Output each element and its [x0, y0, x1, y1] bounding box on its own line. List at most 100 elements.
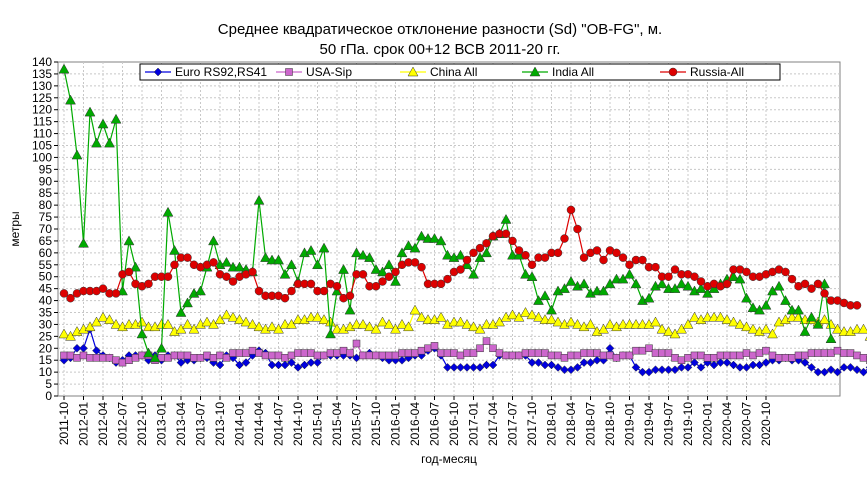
- data-point: [781, 354, 790, 362]
- x-tick-label: 2014-07: [272, 402, 286, 446]
- x-tick-label: 2019-04: [642, 402, 656, 446]
- x-tick-label: 2017-10: [525, 402, 539, 446]
- data-point: [123, 235, 135, 246]
- data-point: [612, 354, 621, 362]
- data-point: [820, 349, 829, 357]
- data-point: [839, 363, 849, 372]
- data-point: [313, 351, 322, 360]
- data-point: [651, 365, 660, 375]
- data-point: [182, 297, 193, 308]
- data-point: [364, 321, 375, 332]
- data-point: [396, 318, 408, 329]
- legend-box: [139, 63, 781, 81]
- data-point: [435, 235, 447, 246]
- data-point: [352, 339, 361, 348]
- data-point: [669, 283, 681, 293]
- data-point: [676, 278, 687, 289]
- data-point: [125, 356, 133, 364]
- data-point: [326, 349, 335, 357]
- data-point: [585, 318, 596, 329]
- data-point: [547, 360, 556, 370]
- data-point: [682, 318, 694, 329]
- data-point: [527, 260, 537, 270]
- y-tick-label: 135: [32, 67, 52, 81]
- data-point: [443, 349, 452, 357]
- y-tick-label: 45: [39, 282, 53, 296]
- data-point: [580, 349, 588, 357]
- data-point: [66, 293, 75, 303]
- data-point: [312, 311, 323, 322]
- data-point: [235, 349, 244, 357]
- data-point: [715, 311, 726, 322]
- data-point: [214, 314, 226, 324]
- data-point: [716, 358, 725, 367]
- data-point: [390, 323, 401, 334]
- data-point: [318, 242, 330, 253]
- data-point: [708, 283, 720, 293]
- data-point: [500, 213, 512, 224]
- data-point: [630, 278, 642, 289]
- data-point: [253, 321, 265, 332]
- data-point: [84, 321, 96, 332]
- data-point: [409, 304, 421, 315]
- data-point: [228, 277, 238, 286]
- data-point: [385, 351, 393, 360]
- x-tick-label: 2014-10: [291, 402, 305, 446]
- data-point: [833, 346, 842, 355]
- data-point: [566, 205, 576, 215]
- data-point: [807, 349, 816, 357]
- data-point: [760, 323, 772, 334]
- chart-title: Среднее квадратическое отклонение разнос…: [218, 21, 662, 38]
- y-tick-label: 40: [39, 294, 53, 308]
- x-tick-label: 2013-07: [194, 402, 208, 446]
- data-point: [320, 351, 328, 360]
- data-point: [546, 304, 557, 315]
- data-point: [364, 252, 375, 262]
- data-point: [567, 351, 575, 360]
- x-tick-label: 2014-01: [233, 402, 247, 446]
- data-point: [775, 354, 783, 362]
- y-tick-label: 90: [39, 174, 53, 188]
- data-point: [169, 244, 180, 255]
- series-2: [58, 304, 867, 341]
- legend-marker: [153, 67, 163, 77]
- data-point: [104, 314, 115, 324]
- y-axis-label: метры: [8, 211, 22, 246]
- data-point: [274, 351, 283, 360]
- data-point: [377, 266, 388, 277]
- x-tick-label: 2012-07: [116, 402, 130, 446]
- data-point: [266, 321, 278, 332]
- data-point: [806, 311, 817, 322]
- data-point: [377, 316, 388, 327]
- data-point: [390, 275, 401, 286]
- x-tick-label: 2018-07: [584, 402, 598, 446]
- data-point: [241, 358, 251, 367]
- data-point: [279, 268, 291, 279]
- data-point: [540, 360, 550, 370]
- data-point: [156, 342, 167, 353]
- data-point: [208, 318, 219, 329]
- data-point: [222, 272, 231, 281]
- data-point: [91, 137, 102, 148]
- y-tick-label: 35: [39, 306, 53, 320]
- data-point: [697, 351, 705, 360]
- y-tick-label: 115: [33, 115, 52, 129]
- data-point: [435, 311, 447, 322]
- data-point: [825, 333, 837, 343]
- data-point: [793, 304, 804, 315]
- data-point: [573, 351, 582, 360]
- data-point: [521, 349, 530, 357]
- data-point: [540, 253, 550, 262]
- data-point: [306, 358, 316, 367]
- data-point: [254, 286, 264, 296]
- data-point: [755, 360, 764, 370]
- data-point: [800, 279, 810, 289]
- data-point: [229, 349, 237, 357]
- data-point: [716, 351, 725, 360]
- data-point: [722, 358, 732, 367]
- data-point: [644, 367, 654, 377]
- data-point: [794, 351, 803, 360]
- x-tick-label: 2017-04: [486, 402, 500, 446]
- data-point: [78, 237, 89, 248]
- y-tick-label: 75: [39, 210, 53, 224]
